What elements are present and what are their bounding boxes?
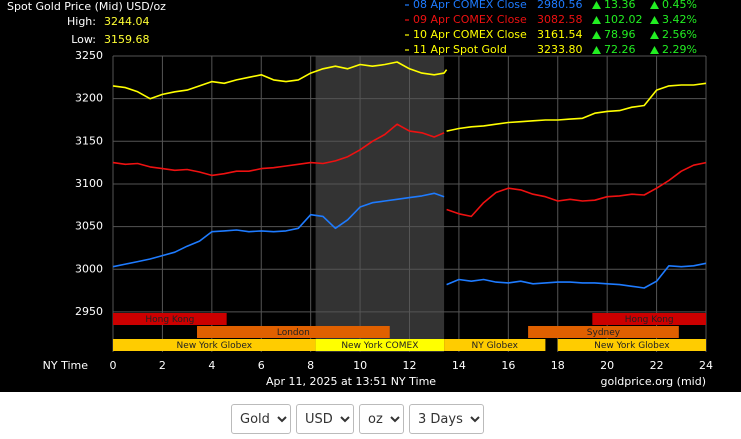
y-tick-label: 3150 (75, 134, 103, 147)
series-line (112, 61, 448, 100)
session-shade (315, 56, 445, 352)
x-tick-label: 24 (699, 359, 713, 372)
chart-title: Spot Gold Price (Mid) USD/oz (7, 0, 166, 13)
legend-close: 3233.80 (537, 43, 583, 56)
x-axis-label: NY Time (43, 359, 89, 372)
session-label: New York Globex (177, 341, 253, 351)
controls: Gold USD oz 3 Days (231, 404, 484, 434)
series-line (112, 192, 707, 289)
legend-name: 11 Apr Spot Gold (413, 43, 507, 56)
legend-name: 10 Apr COMEX Close (413, 28, 527, 41)
session-label: NY Globex (471, 341, 518, 351)
up-arrow (650, 1, 659, 9)
x-tick-label: 10 (353, 359, 367, 372)
session-bar (113, 313, 227, 325)
up-arrow (650, 16, 659, 24)
legend-name: 09 Apr COMEX Close (413, 13, 527, 26)
y-tick-label: 3000 (75, 262, 103, 275)
session-bar (197, 326, 390, 338)
session-bar (444, 339, 546, 351)
low-value: 3159.68 (104, 33, 150, 46)
session-label: London (277, 328, 310, 338)
high-value: 3244.04 (104, 15, 150, 28)
series-line (446, 82, 707, 132)
session-label: Sydney (587, 328, 621, 338)
x-tick-label: 20 (600, 359, 614, 372)
x-tick-label: 22 (650, 359, 664, 372)
legend-close: 2980.56 (537, 0, 583, 11)
session-bar (113, 339, 316, 351)
up-arrow (650, 31, 659, 39)
currency-select[interactable]: USD (296, 404, 354, 434)
x-tick-label: 16 (501, 359, 515, 372)
session-bar (557, 339, 706, 351)
legend-change-pct: 0.45% (662, 0, 697, 11)
legend-name: 08 Apr COMEX Close (413, 0, 527, 11)
y-tick-label: 3100 (75, 177, 103, 190)
x-tick-label: 14 (452, 359, 466, 372)
y-tick-label: 3250 (75, 49, 103, 62)
metal-select[interactable]: Gold (231, 404, 291, 434)
x-tick-label: 0 (110, 359, 117, 372)
legend-change: 72.26 (604, 43, 636, 56)
range-select[interactable]: 3 Days (409, 404, 484, 434)
x-tick-label: 6 (258, 359, 265, 372)
low-label: Low: (71, 33, 96, 46)
up-arrow (592, 1, 601, 9)
x-tick-label: 4 (208, 359, 215, 372)
session-label: New York COMEX (341, 341, 418, 351)
chart: Spot Gold Price (Mid) USD/oz High: 3244.… (0, 0, 741, 392)
y-tick-label: 3200 (75, 92, 103, 105)
legend-change: 13.36 (604, 0, 636, 11)
session-label: Hong Kong (625, 315, 674, 325)
up-arrow (592, 31, 601, 39)
legend-change-pct: 3.42% (662, 13, 697, 26)
x-tick-label: 2 (159, 359, 166, 372)
up-arrow (592, 46, 601, 54)
x-tick-label: 12 (403, 359, 417, 372)
session-bar (592, 313, 706, 325)
up-arrow (650, 46, 659, 54)
legend-close: 3082.58 (537, 13, 583, 26)
session-label: New York Globex (594, 341, 670, 351)
y-tick-label: 2950 (75, 305, 103, 318)
legend-change-pct: 2.29% (662, 43, 697, 56)
session-bar (528, 326, 679, 338)
high-label: High: (67, 15, 96, 28)
y-tick-label: 3050 (75, 220, 103, 233)
legend-change: 102.02 (604, 13, 643, 26)
series-line (112, 123, 707, 218)
timestamp: Apr 11, 2025 at 13:51 NY Time (266, 375, 436, 388)
source: goldprice.org (mid) (601, 375, 707, 388)
unit-select[interactable]: oz (359, 404, 404, 434)
x-tick-label: 8 (307, 359, 314, 372)
session-label: Hong Kong (145, 315, 194, 325)
up-arrow (592, 16, 601, 24)
legend-change: 78.96 (604, 28, 636, 41)
legend-close: 3161.54 (537, 28, 583, 41)
session-bar (315, 339, 445, 351)
x-tick-label: 18 (551, 359, 565, 372)
legend-change-pct: 2.56% (662, 28, 697, 41)
